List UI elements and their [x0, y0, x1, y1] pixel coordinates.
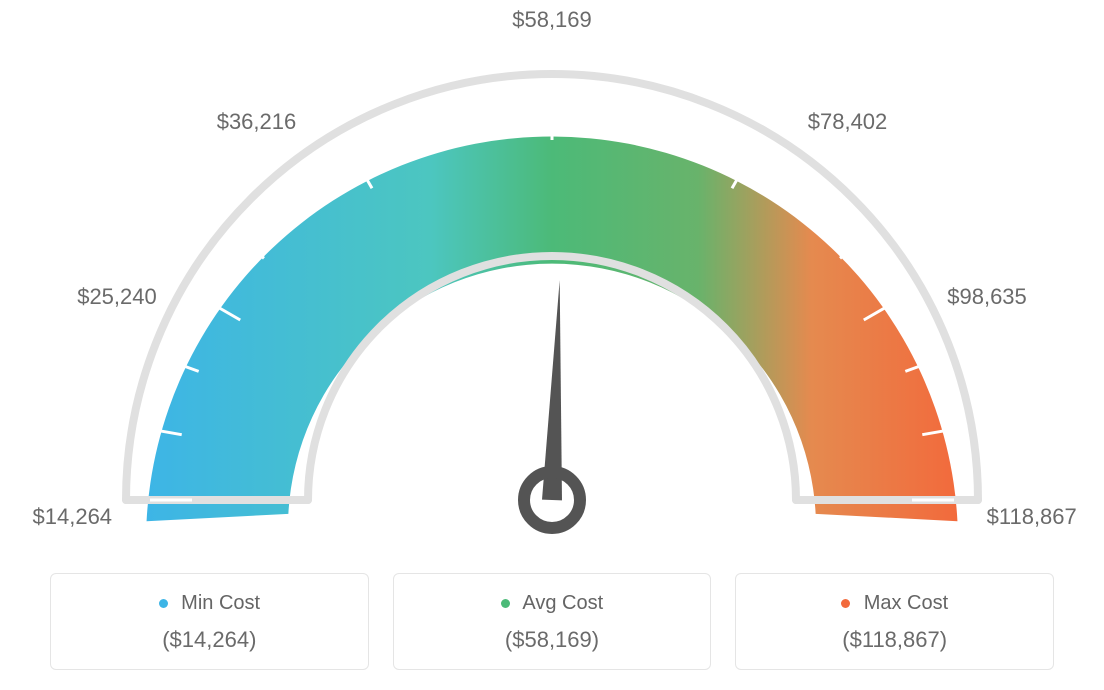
legend-title-avg: Avg Cost: [404, 592, 701, 615]
legend-title-text: Min Cost: [181, 592, 260, 614]
legend-row: Min Cost ($14,264) Avg Cost ($58,169) Ma…: [50, 573, 1054, 670]
legend-title-text: Avg Cost: [522, 592, 603, 614]
gauge-tick-label: $36,216: [217, 109, 297, 135]
dot-icon: [841, 599, 850, 608]
legend-card-max: Max Cost ($118,867): [735, 573, 1054, 670]
legend-value-max: ($118,867): [746, 627, 1043, 653]
legend-value-min: ($14,264): [61, 627, 358, 653]
legend-title-max: Max Cost: [746, 592, 1043, 615]
dot-icon: [501, 599, 510, 608]
gauge-tick-label: $25,240: [77, 284, 157, 310]
legend-title-min: Min Cost: [61, 592, 358, 615]
gauge-svg: [0, 0, 1104, 560]
gauge-chart: $14,264 $25,240 $36,216 $58,169 $78,402 $98,6…: [0, 0, 1104, 560]
legend-title-text: Max Cost: [864, 592, 948, 614]
legend-card-min: Min Cost ($14,264): [50, 573, 369, 670]
dot-icon: [159, 599, 168, 608]
legend-value-avg: ($58,169): [404, 627, 701, 653]
gauge-tick-label: $78,402: [808, 109, 888, 135]
legend-card-avg: Avg Cost ($58,169): [393, 573, 712, 670]
gauge-tick-label: $58,169: [512, 7, 592, 33]
gauge-tick-label: $98,635: [947, 284, 1027, 310]
gauge-tick-label: $118,867: [987, 504, 1077, 530]
gauge-tick-label: $14,264: [33, 504, 113, 530]
